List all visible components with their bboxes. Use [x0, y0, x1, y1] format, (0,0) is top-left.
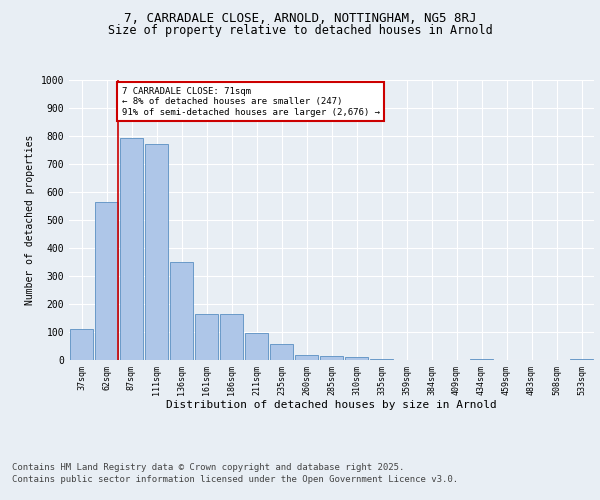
Text: Size of property relative to detached houses in Arnold: Size of property relative to detached ho… [107, 24, 493, 37]
Text: Contains public sector information licensed under the Open Government Licence v3: Contains public sector information licen… [12, 475, 458, 484]
Bar [320, 356, 343, 360]
Bar [70, 328, 93, 360]
Text: 7 CARRADALE CLOSE: 71sqm
← 8% of detached houses are smaller (247)
91% of semi-d: 7 CARRADALE CLOSE: 71sqm ← 8% of detache… [121, 87, 380, 117]
Text: 7, CARRADALE CLOSE, ARNOLD, NOTTINGHAM, NG5 8RJ: 7, CARRADALE CLOSE, ARNOLD, NOTTINGHAM, … [124, 12, 476, 26]
Bar [170, 262, 193, 360]
Bar [295, 355, 318, 360]
Bar [345, 358, 368, 360]
Bar [270, 344, 293, 360]
Bar [370, 358, 393, 360]
Text: Contains HM Land Registry data © Crown copyright and database right 2025.: Contains HM Land Registry data © Crown c… [12, 464, 404, 472]
Bar [195, 314, 218, 360]
Bar [95, 202, 118, 360]
Bar [120, 138, 143, 360]
X-axis label: Distribution of detached houses by size in Arnold: Distribution of detached houses by size … [166, 400, 497, 410]
Y-axis label: Number of detached properties: Number of detached properties [25, 135, 35, 305]
Bar [145, 144, 168, 360]
Bar [245, 332, 268, 360]
Bar [470, 359, 493, 360]
Bar [220, 314, 243, 360]
Bar [570, 359, 593, 360]
